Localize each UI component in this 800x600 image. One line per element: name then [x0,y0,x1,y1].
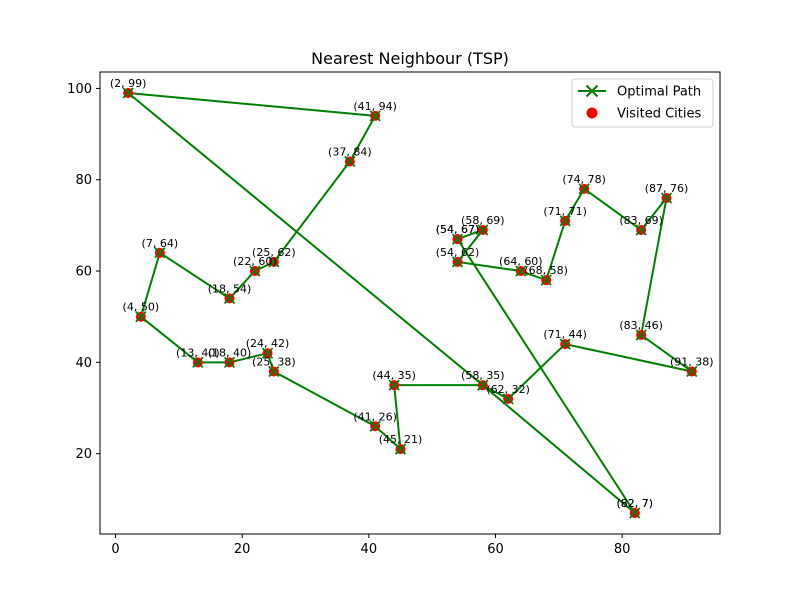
x-tick-label-0: 0 [111,542,119,557]
city-label-29: (62, 32) [486,383,530,396]
path-marker-15 [629,507,641,519]
path-marker-22 [578,183,590,195]
path-marker-2 [268,365,280,378]
legend-city-marker-icon [586,107,598,119]
path-marker-7 [154,247,166,259]
city-label-14: (58, 35) [461,369,505,382]
city-label-2: (25, 38) [252,355,296,368]
city-label-10: (25, 62) [252,246,296,259]
path-marker-13 [122,87,134,99]
path-marker-8 [223,292,236,305]
city-label-11: (37, 84) [328,145,372,158]
chart-title: Nearest Neighbour (TSP) [311,49,509,68]
path-marker-10 [268,256,280,268]
city-label-7: (7, 64) [142,237,179,250]
path-marker-17 [477,224,489,236]
city-label-3: (24, 42) [246,337,290,350]
city-label-19: (54, 62) [436,246,480,259]
y-tick-label-3: 80 [75,173,92,188]
path-marker-27 [559,338,571,350]
path-marker-24 [660,192,673,204]
city-label-15: (82, 7) [617,497,654,510]
path-marker-28 [502,393,514,405]
path-marker-26 [686,365,698,378]
legend-label-visited-cities: Visited Cities [617,107,701,122]
path-marker-23 [635,224,647,236]
path-marker-19 [515,265,527,277]
path-marker-1 [369,420,381,432]
city-label-0: (45, 21) [379,433,423,446]
path-marker-30 [388,379,400,391]
city-label-24: (83, 69) [619,214,663,227]
city-label-5: (13, 40) [176,346,220,359]
city-label-25: (87, 76) [645,182,689,195]
y-tick-label-0: 20 [75,447,92,462]
city-label-17: (54, 67) [436,223,480,236]
path-marker-3 [261,347,274,359]
city-label-18: (58, 69) [461,214,505,227]
path-marker-21 [559,215,571,227]
y-tick-label-4: 100 [67,82,92,97]
city-label-23: (74, 78) [562,173,606,186]
path-marker-31 [394,443,407,455]
path-marker-18 [451,256,464,268]
path-marker-6 [135,311,147,323]
x-tick-label-2: 40 [361,542,378,557]
city-label-21: (68, 58) [524,264,568,277]
city-label-12: (41, 94) [353,100,397,113]
path-marker-25 [635,329,647,341]
y-tick-label-1: 40 [75,356,92,371]
path-marker-20 [540,274,552,286]
city-label-8: (18, 54) [208,282,252,295]
city-label-9: (22, 60) [233,255,277,268]
city-label-22: (71, 71) [543,205,587,218]
optimal-path-line [127,92,693,514]
city-label-20: (64, 60) [499,255,543,268]
path-marker-5 [192,356,204,368]
x-tick-label-3: 60 [487,542,504,557]
city-label-30: (82, 7) [617,497,654,510]
axes-frame [99,71,721,535]
legend: Optimal Path Visited Cities [571,78,714,128]
legend-x-marker-icon [585,84,599,98]
city-label-28: (71, 44) [543,328,587,341]
x-tick-label-4: 80 [614,542,631,557]
path-marker-29 [477,379,489,391]
city-label-1: (41, 26) [353,410,397,423]
city-label-6: (4, 50) [123,301,160,314]
path-marker-12 [369,110,381,122]
city-label-16: (54, 67) [436,223,480,236]
legend-label-optimal-path: Optimal Path [617,85,701,100]
path-marker-4 [223,356,236,368]
path-marker-16 [451,233,464,245]
axis-ticks: 0 20 40 60 80 20 40 60 80 100 [67,82,630,557]
city-label-4: (18, 40) [208,346,252,359]
plot-area: (45, 21) (41, 26) (25, 38) (24, 42)(18, 40)… [110,77,714,519]
city-label-26: (83, 46) [619,319,663,332]
city-label-27: (91, 38) [670,355,714,368]
path-marker-11 [344,155,356,168]
city-label-31: (44, 35) [372,369,416,382]
path-marker-9 [249,265,261,277]
x-tick-label-1: 20 [234,542,251,557]
legend-box [571,78,714,128]
city-label-13: (2, 99) [110,77,147,90]
y-tick-label-2: 60 [75,265,92,280]
